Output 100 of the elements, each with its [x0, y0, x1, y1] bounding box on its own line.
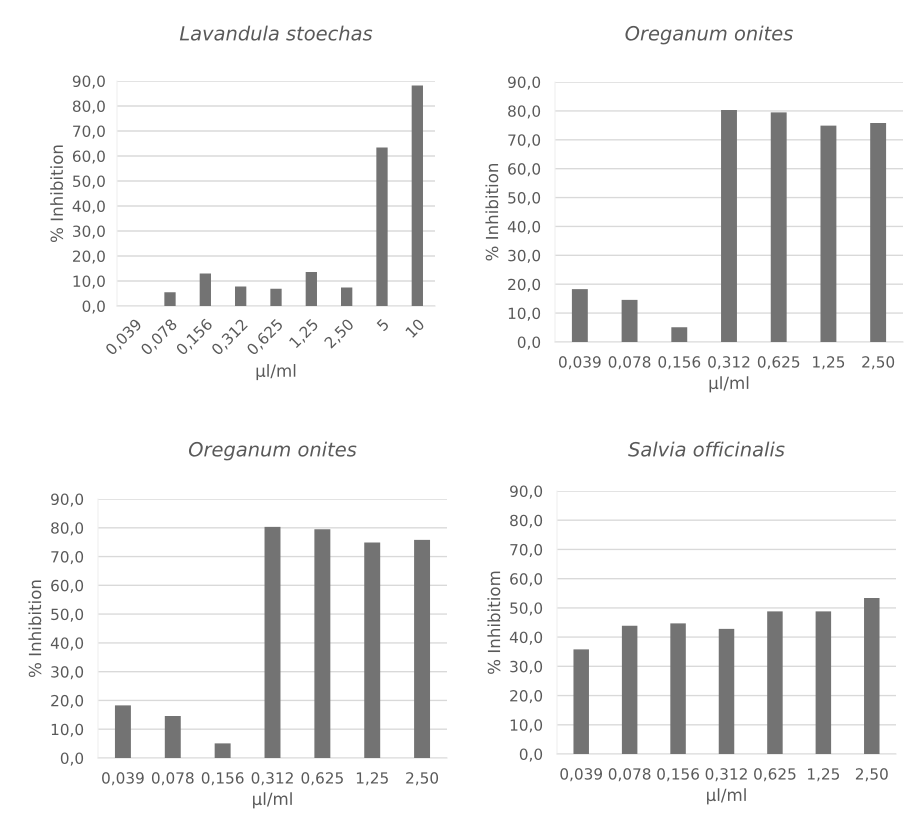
y-tick-label: 50,0 — [51, 608, 84, 622]
y-axis-title: % Inhibitiom — [487, 572, 500, 674]
y-tick-label: 30,0 — [51, 666, 84, 680]
y-tick-label: 40,0 — [508, 220, 540, 234]
bar — [412, 86, 423, 306]
y-tick-label: 0,0 — [82, 300, 105, 314]
bar — [770, 112, 787, 342]
y-tick-label: 10,0 — [74, 275, 105, 289]
y-tick-label: 70,0 — [51, 551, 84, 564]
bar — [721, 110, 737, 342]
y-tick-label: 0,0 — [520, 748, 542, 762]
x-tick-label: 0,039 — [560, 768, 602, 782]
bar — [341, 288, 352, 306]
y-tick-label: 80,0 — [508, 105, 540, 118]
x-axis-title: µl/ml — [256, 364, 296, 380]
y-tick-label: 50,0 — [73, 175, 105, 189]
x-tick-label: 0,625 — [301, 772, 343, 786]
y-tick-label: 20,0 — [72, 250, 105, 264]
y-tick-label: 20,0 — [510, 690, 542, 704]
bar — [200, 274, 211, 306]
bar — [214, 743, 231, 758]
chart-title: Salvia officinalis — [628, 442, 785, 457]
y-tick-label: 80,0 — [51, 522, 84, 536]
y-tick-label: 40,0 — [72, 200, 105, 214]
bar — [235, 286, 246, 306]
x-tick-label: 0,078 — [608, 768, 650, 782]
y-tick-label: 0,0 — [518, 336, 540, 350]
bar — [870, 123, 886, 342]
bar — [314, 529, 330, 758]
x-tick-label: 2,50 — [862, 356, 894, 370]
y-tick-label: 30,0 — [73, 225, 105, 239]
bar — [622, 626, 638, 754]
x-tick-label: 0,156 — [658, 356, 700, 370]
x-tick-label: 0,156 — [202, 772, 244, 786]
x-tick-label: 0,625 — [754, 768, 796, 782]
y-tick-label: 10,0 — [508, 308, 540, 321]
bar — [816, 611, 832, 754]
x-tick-label: 0,312 — [252, 772, 293, 786]
x-tick-label: 10 — [404, 318, 425, 338]
x-tick-label: 5 — [376, 318, 390, 332]
y-axis-title: % Inhibition — [50, 145, 64, 242]
bar — [718, 628, 734, 754]
x-tick-label: 0,039 — [558, 356, 601, 370]
y-tick-label: 60,0 — [510, 573, 542, 586]
bar — [364, 542, 380, 758]
y-tick-label: 10,0 — [52, 724, 84, 737]
y-tick-label: 70,0 — [73, 125, 105, 139]
y-tick-label: 80,0 — [510, 514, 542, 528]
x-tick-label: 2,50 — [406, 772, 438, 786]
x-tick-label: 0,156 — [657, 768, 699, 782]
x-axis-title: µl/ml — [707, 788, 746, 804]
bar — [670, 623, 686, 754]
bar — [820, 126, 836, 342]
y-tick-label: 90,0 — [72, 75, 105, 89]
bar — [671, 327, 688, 342]
y-tick-label: 70,0 — [510, 544, 542, 558]
bar — [270, 288, 282, 306]
x-tick-label: 0,312 — [708, 356, 750, 370]
x-tick-label: 0,078 — [608, 356, 650, 370]
y-tick-label: 60,0 — [508, 163, 540, 176]
y-tick-label: 10,0 — [510, 719, 542, 732]
y-axis-title: % Inhibition — [28, 580, 42, 678]
y-tick-label: 40,0 — [510, 632, 542, 645]
y-tick-label: 90,0 — [51, 493, 84, 507]
bar — [414, 540, 430, 758]
x-tick-label: 0,625 — [758, 356, 800, 370]
bar — [376, 148, 388, 306]
y-tick-label: 20,0 — [508, 278, 540, 292]
bar — [573, 649, 589, 754]
y-tick-label: 40,0 — [50, 637, 84, 650]
bar — [767, 611, 783, 754]
x-tick-label: 2,50 — [856, 768, 888, 782]
bar — [164, 716, 181, 758]
bar — [864, 598, 880, 754]
bar — [114, 705, 131, 758]
x-tick-label: 0,078 — [152, 772, 194, 786]
bar — [264, 526, 280, 758]
x-axis-title: µl/ml — [710, 376, 748, 392]
x-tick-label: 1,25 — [813, 356, 844, 370]
y-tick-label: 20,0 — [51, 694, 84, 708]
bar — [622, 300, 638, 342]
y-tick-label: 0,0 — [60, 752, 84, 766]
x-tick-label: 1,25 — [356, 772, 388, 786]
chart-title: Oreganum onites — [188, 442, 356, 460]
bar — [164, 292, 176, 306]
y-axis-title: % Inhibition — [485, 164, 498, 261]
y-tick-label: 30,0 — [508, 250, 540, 263]
x-tick-label: 0,039 — [102, 772, 144, 786]
x-tick-label: 0,312 — [706, 768, 747, 782]
bar — [572, 289, 588, 342]
y-tick-label: 60,0 — [51, 580, 84, 593]
y-tick-label: 30,0 — [510, 660, 542, 674]
bar — [306, 272, 317, 306]
y-tick-label: 50,0 — [508, 192, 540, 206]
y-tick-label: 90,0 — [508, 76, 540, 90]
y-tick-label: 60,0 — [72, 150, 105, 164]
y-tick-label: 80,0 — [72, 100, 105, 114]
chart-title: Lavandula stoechas — [180, 26, 372, 41]
chart-title: Oreganum onites — [625, 26, 793, 44]
y-tick-label: 50,0 — [510, 602, 542, 616]
